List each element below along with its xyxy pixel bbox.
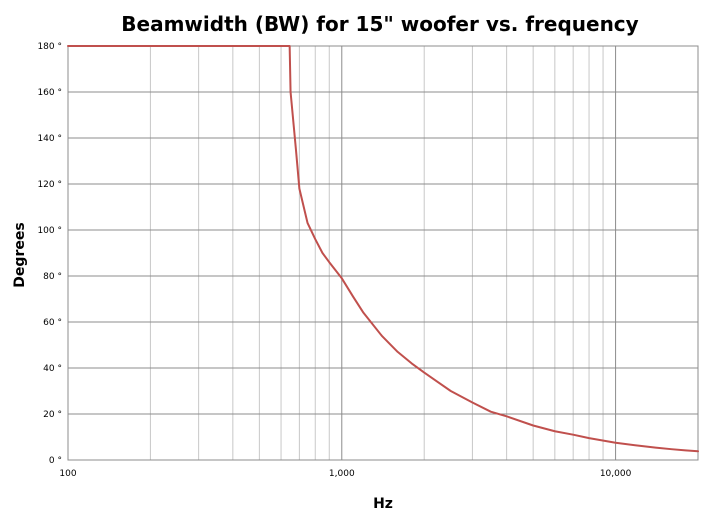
y-tick-label: 80 ° — [43, 272, 62, 282]
x-tick-labels: 100 1,000 10,000 — [59, 469, 631, 479]
y-tick-label: 100 ° — [37, 226, 62, 236]
y-tick-label: 120 ° — [37, 180, 62, 190]
y-tick-label: 0 ° — [49, 456, 62, 466]
x-axis-label: Hz — [373, 496, 393, 512]
series-group — [67, 45, 699, 453]
y-tick-label: 20 ° — [43, 410, 62, 420]
plot-area — [67, 45, 699, 461]
minor-gridlines — [149, 46, 604, 460]
x-tick-label: 1,000 — [329, 469, 355, 479]
x-tick-label: 10,000 — [600, 469, 632, 479]
y-tick-label: 140 ° — [37, 134, 62, 144]
y-tick-label: 60 ° — [43, 318, 62, 328]
chart-title: Beamwidth (BW) for 15" woofer vs. freque… — [121, 12, 638, 36]
major-gridlines — [67, 45, 698, 461]
y-tick-label: 160 ° — [37, 88, 62, 98]
y-tick-labels: 0 ° 20 ° 40 ° 60 ° 80 ° 100 ° 120 ° 140 ° 160 ° 1… — [37, 42, 62, 466]
y-tick-label: 40 ° — [43, 364, 62, 374]
series-line — [67, 45, 699, 453]
y-tick-label: 180 ° — [37, 42, 62, 52]
x-tick-label: 100 — [59, 469, 76, 479]
y-axis-label: Degrees — [12, 222, 28, 287]
